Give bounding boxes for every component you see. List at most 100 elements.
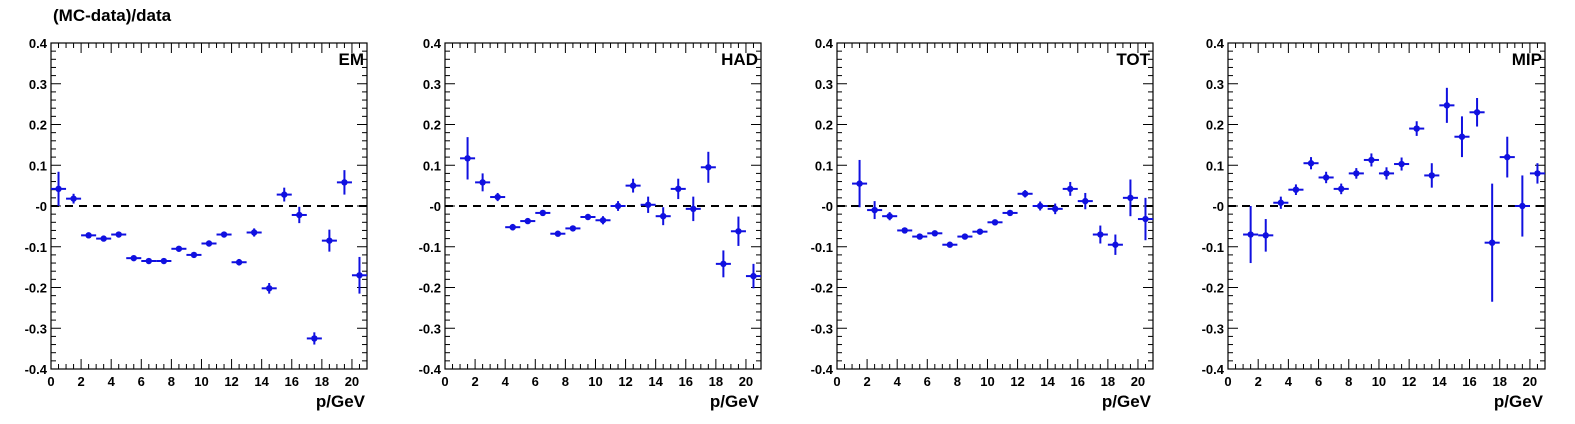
y-tick-label: 0.4 [29,36,48,51]
x-tick-label: 18 [1492,374,1506,389]
marker [931,230,939,237]
marker [599,217,607,224]
y-tick-label: 0.3 [423,77,441,92]
data-point [306,332,322,345]
x-tick-label: 12 [1402,374,1416,389]
x-tick-label: 10 [588,374,602,389]
data-point [171,245,187,252]
marker [1142,215,1149,223]
data-point [715,250,731,278]
x-tick-label: 16 [285,374,299,389]
data-point [565,225,581,232]
marker [175,245,183,252]
data-point [1333,183,1349,195]
data-point [1439,87,1455,123]
panel-title: TOT [1116,50,1150,69]
panel-tot: 0 2 4 6 8 10 12 14 16 18 20 -0.4 -0.3 -0.2 -0.1 -0 0.1 0.… [811,36,1154,411]
marker [991,219,999,226]
data-point [111,231,127,238]
y-tick-label: 0.1 [423,158,441,173]
x-tick-label: 0 [1224,374,1231,389]
x-tick-label: 8 [562,374,569,389]
x-tick-label: 10 [1372,374,1386,389]
y-tick-label: -0.2 [419,281,441,296]
y-tick-label: -0.3 [1202,321,1224,336]
marker [1398,160,1405,168]
marker [296,211,303,219]
marker [1413,125,1420,132]
y-tick-label: -0.1 [811,240,833,255]
data-point [942,241,958,248]
marker [705,164,712,171]
x-tick-label: 0 [47,374,54,389]
x-tick-label: 8 [1345,374,1352,389]
marker [479,179,486,186]
marker [961,233,969,240]
data-point [276,187,292,202]
data-point [321,229,337,252]
data-point [852,159,868,208]
data-point [912,233,928,240]
y-tick-label: 0.2 [1206,118,1224,133]
x-tick-label: 18 [1101,374,1115,389]
y-tick-label: -0.4 [811,362,834,377]
marker [509,223,516,231]
y-tick-label: -0 [35,199,47,214]
y-tick-label: -0.1 [25,240,47,255]
y-tick-label: 0.4 [423,36,442,51]
panel-title: EM [339,50,365,69]
data-point [490,192,506,202]
marker [871,206,878,214]
x-tick-label: 16 [679,374,693,389]
y-tick-label: -0.4 [25,362,48,377]
data-point [550,230,566,237]
marker [584,213,592,221]
data-point [1077,192,1093,210]
x-tick-label: 8 [168,374,175,389]
data-point [987,219,1003,226]
x-tick-label: 14 [1432,374,1447,389]
marker [1127,194,1134,202]
marker [145,257,153,265]
data-point [1363,153,1379,167]
marker [70,195,77,202]
data-point [126,254,142,262]
y-tick-label: 0.2 [423,118,441,133]
x-axis-label: p/GeV [710,392,760,411]
data-point [1107,234,1123,255]
data-point [957,233,973,240]
y-tick-label: -0.4 [1202,362,1225,377]
data-point [246,228,262,237]
marker [220,231,228,238]
panel-had: 0 2 4 6 8 10 12 14 16 18 20 -0.4 -0.3 -0.2 -0.1 -0 0.1 0.… [419,36,762,411]
data-point [897,227,913,234]
x-tick-label: 2 [471,374,478,389]
marker [1292,186,1300,193]
marker [1097,231,1104,238]
data-point [96,235,112,242]
data-point [625,178,641,193]
y-tick-label: 0.4 [815,36,834,51]
data-point [216,231,232,238]
x-tick-label: 12 [1010,374,1024,389]
x-tick-label: 14 [648,374,663,389]
marker [100,235,107,242]
marker [55,185,62,193]
marker [614,202,622,210]
panel-mip: 0 2 4 6 8 10 12 14 16 18 20 -0.4 -0.3 -0.2 -0.1 -0 0.1 0.… [1202,36,1546,411]
y-tick-label: 0.4 [1206,36,1225,51]
y-tick-label: -0.2 [811,281,833,296]
y-tick-label: 0.2 [815,118,833,133]
marker [946,241,954,248]
data-point [1002,209,1018,217]
y-tick-label: 0.2 [29,118,47,133]
marker [856,180,863,187]
data-point [595,216,611,225]
x-tick-label: 4 [894,374,902,389]
x-tick-label: 6 [532,374,539,389]
data-point [1348,168,1364,179]
marker [1006,209,1014,217]
data-point [261,283,277,294]
marker [1519,202,1526,210]
